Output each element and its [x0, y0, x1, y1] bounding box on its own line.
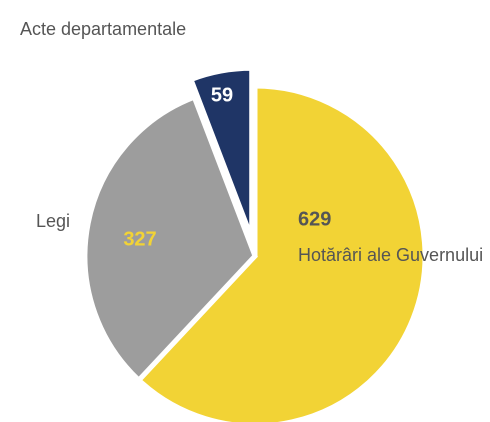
value-label: 327: [123, 228, 156, 250]
pie-slice: [82, 93, 258, 384]
category-label: Acte departamentale: [20, 19, 186, 39]
category-label: Legi: [36, 211, 70, 231]
category-label: Hotărâri ale Guvernului: [298, 245, 483, 265]
pie-slice: [187, 65, 255, 240]
value-label: 629: [298, 208, 331, 230]
pie-slice: [135, 83, 428, 422]
value-label: 59: [211, 84, 233, 106]
